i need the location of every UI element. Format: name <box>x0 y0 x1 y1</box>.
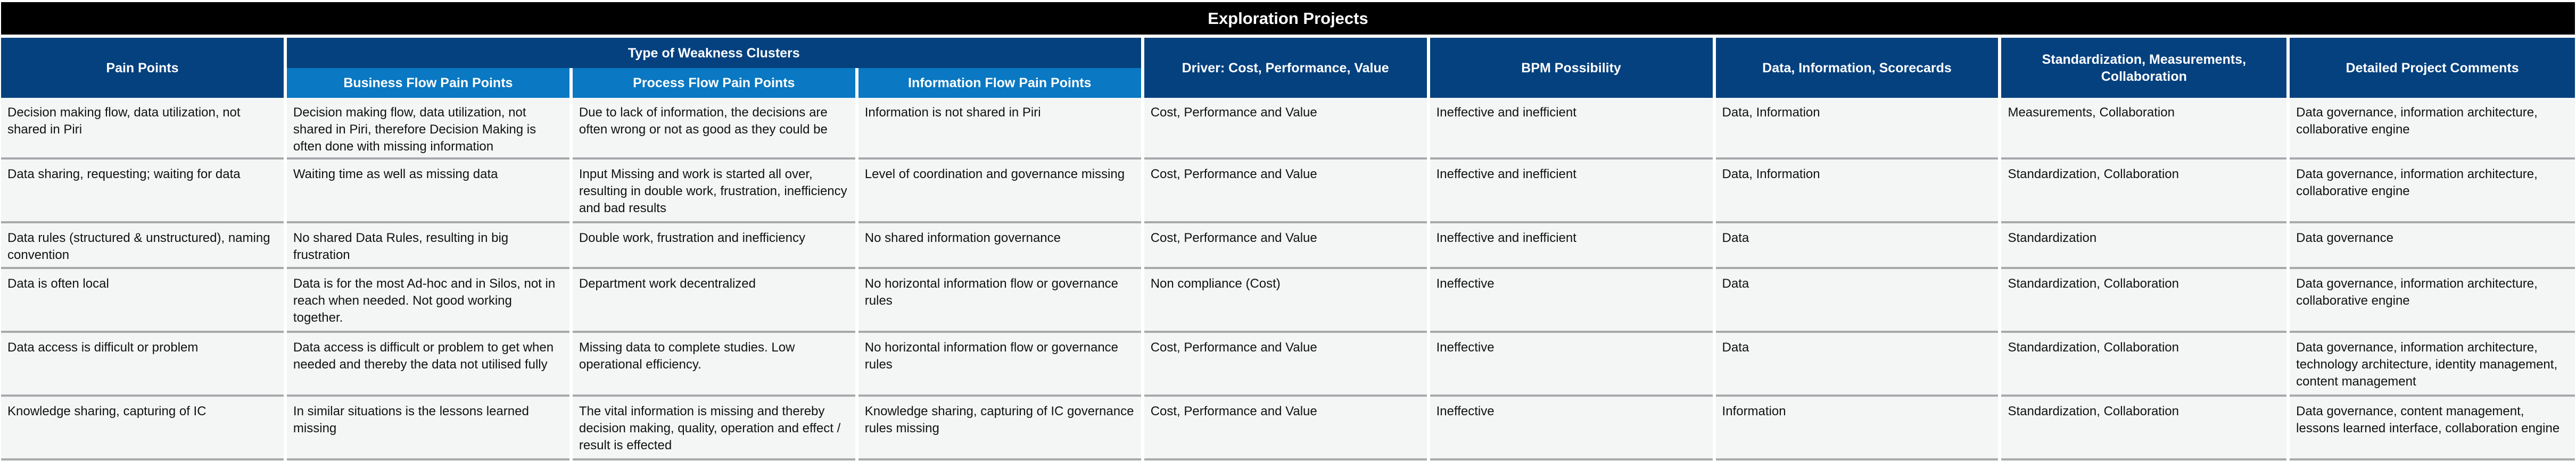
table-row: Data sharing, requesting; waiting for da… <box>1 160 2575 223</box>
cell-business-flow: Data is for the most Ad-hoc and in Silos… <box>286 269 569 333</box>
cell-business-flow: No shared Data Rules, resulting in big f… <box>286 223 569 269</box>
cell-process-flow: Department work decentralized <box>572 269 855 333</box>
cell-process-flow: Input Missing and work is started all ov… <box>572 160 855 223</box>
cell-standardization: Standardization, Collaboration <box>2001 397 2287 460</box>
table-row: Decision making flow, data utilization, … <box>1 98 2575 160</box>
cell-information-flow: Knowledge sharing, capturing of IC gover… <box>858 397 1141 460</box>
cell-standardization: Standardization, Collaboration <box>2001 160 2287 223</box>
cell-driver: Cost, Performance and Value <box>1144 223 1427 269</box>
cell-comments: Data governance, information architectur… <box>2290 269 2575 333</box>
header-standardization: Standardization, Measurements, Collabora… <box>2001 38 2287 98</box>
cell-information-flow: No horizontal information flow or govern… <box>858 269 1141 333</box>
cell-business-flow: Waiting time as well as missing data <box>286 160 569 223</box>
cell-business-flow: Decision making flow, data utilization, … <box>286 98 569 160</box>
cell-comments: Data governance, information architectur… <box>2290 98 2575 160</box>
cell-standardization: Measurements, Collaboration <box>2001 98 2287 160</box>
header-business-flow: Business Flow Pain Points <box>286 68 569 98</box>
cell-data-info: Data <box>1715 333 1999 397</box>
cell-bpm: Ineffective <box>1430 269 1713 333</box>
cell-driver: Cost, Performance and Value <box>1144 160 1427 223</box>
cell-bpm: Ineffective and inefficient <box>1430 160 1713 223</box>
cell-pain-point: Data is often local <box>1 269 284 333</box>
cell-process-flow: The vital information is missing and the… <box>572 397 855 460</box>
cell-process-flow: Due to lack of information, the decision… <box>572 98 855 160</box>
cell-information-flow: No horizontal information flow or govern… <box>858 333 1141 397</box>
cell-bpm: Ineffective <box>1430 397 1713 460</box>
cell-data-info: Information <box>1715 397 1999 460</box>
cell-pain-point: Data sharing, requesting; waiting for da… <box>1 160 284 223</box>
cell-bpm: Ineffective and inefficient <box>1430 98 1713 160</box>
cell-information-flow: Information is not shared in Piri <box>858 98 1141 160</box>
header-process-flow: Process Flow Pain Points <box>572 68 855 98</box>
cell-standardization: Standardization <box>2001 223 2287 269</box>
cell-data-info: Data <box>1715 223 1999 269</box>
cell-comments: Data governance <box>2290 223 2575 269</box>
table-row: Data rules (structured & unstructured), … <box>1 223 2575 269</box>
cell-business-flow: Data access is difficult or problem to g… <box>286 333 569 397</box>
cell-process-flow: Missing data to complete studies. Low op… <box>572 333 855 397</box>
header-data-information-scorecards: Data, Information, Scorecards <box>1715 38 1999 98</box>
cell-information-flow: Level of coordination and governance mis… <box>858 160 1141 223</box>
cell-information-flow: No shared information governance <box>858 223 1141 269</box>
header-row-group: Pain Points Type of Weakness Clusters Dr… <box>1 38 2575 98</box>
weakness-clusters-table: Pain Points Type of Weakness Clusters Dr… <box>0 38 2576 460</box>
header-information-flow: Information Flow Pain Points <box>858 68 1141 98</box>
cell-data-info: Data, Information <box>1715 160 1999 223</box>
cell-bpm: Ineffective <box>1430 333 1713 397</box>
cell-bpm: Ineffective and inefficient <box>1430 223 1713 269</box>
cell-process-flow: Double work, frustration and inefficienc… <box>572 223 855 269</box>
cell-comments: Data governance, information architectur… <box>2290 160 2575 223</box>
cell-pain-point: Knowledge sharing, capturing of IC <box>1 397 284 460</box>
header-driver: Driver: Cost, Performance, Value <box>1144 38 1427 98</box>
table-row: Data is often local Data is for the most… <box>1 269 2575 333</box>
cell-data-info: Data <box>1715 269 1999 333</box>
header-detailed-project-comments: Detailed Project Comments <box>2290 38 2575 98</box>
cell-driver: Non compliance (Cost) <box>1144 269 1427 333</box>
cell-driver: Cost, Performance and Value <box>1144 98 1427 160</box>
cell-standardization: Standardization, Collaboration <box>2001 333 2287 397</box>
cell-comments: Data governance, information architectur… <box>2290 333 2575 397</box>
cell-driver: Cost, Performance and Value <box>1144 333 1427 397</box>
table-body: Decision making flow, data utilization, … <box>1 98 2575 460</box>
cell-pain-point: Data access is difficult or problem <box>1 333 284 397</box>
table-row: Data access is difficult or problem Data… <box>1 333 2575 397</box>
table-header: Pain Points Type of Weakness Clusters Dr… <box>1 38 2575 98</box>
header-bpm-possibility: BPM Possibility <box>1430 38 1713 98</box>
cell-pain-point: Data rules (structured & unstructured), … <box>1 223 284 269</box>
cell-business-flow: In similar situations is the lessons lea… <box>286 397 569 460</box>
header-pain-points: Pain Points <box>1 38 284 98</box>
table-row: Knowledge sharing, capturing of IC In si… <box>1 397 2575 460</box>
cell-driver: Cost, Performance and Value <box>1144 397 1427 460</box>
cell-comments: Data governance, content management, les… <box>2290 397 2575 460</box>
header-row-sub: Business Flow Pain Points Process Flow P… <box>1 68 2575 98</box>
table-title: Exploration Projects <box>1 2 2575 35</box>
cell-pain-point: Decision making flow, data utilization, … <box>1 98 284 160</box>
header-type-of-weakness-clusters: Type of Weakness Clusters <box>286 38 1141 68</box>
cell-standardization: Standardization, Collaboration <box>2001 269 2287 333</box>
cell-data-info: Data, Information <box>1715 98 1999 160</box>
